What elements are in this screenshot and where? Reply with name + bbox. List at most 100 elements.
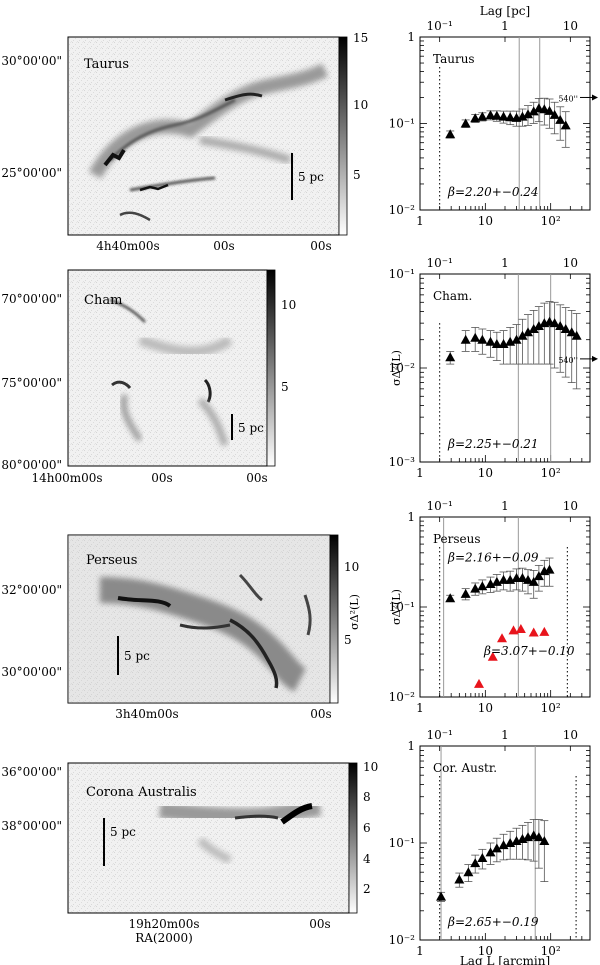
ra-tick-taurus-2: 00s <box>213 239 234 253</box>
data-point <box>528 323 539 333</box>
data-point <box>511 334 522 344</box>
data-point <box>477 334 488 344</box>
beta-label: β=2.25+−0.21 <box>447 437 539 451</box>
data-point <box>528 576 539 586</box>
beta-label-red: β=3.07+−0.10 <box>483 644 575 658</box>
top-tick-label: 1 <box>501 499 509 513</box>
data-point <box>515 623 526 633</box>
dec-tick-cham-1: 70°00'00" <box>1 292 62 306</box>
data-point <box>508 625 519 635</box>
beta-label: β=2.16+−0.09 <box>447 551 539 565</box>
top-tick-label: 10 <box>563 728 578 742</box>
data-point <box>560 323 571 333</box>
data-point <box>533 571 544 581</box>
x-tick-label: 10² <box>541 214 561 228</box>
map-taurus: Taurus 5 pc 30°00'00" 25°00'00" 4h40m00s… <box>1 31 368 253</box>
structure-function-panel-2: 1 10 10² 10⁻¹ 10⁻² 10⁻³ 10⁻¹ 1 10 Cham. β=2.25+−0.… <box>389 256 598 480</box>
data-point <box>539 835 550 845</box>
data-point <box>523 327 534 337</box>
y-tick-label: 10⁻³ <box>389 455 416 469</box>
data-point <box>498 574 509 584</box>
colorbar-tick-perseus-2: 5 <box>344 633 352 647</box>
colorbar-tick-cham-2: 5 <box>281 380 289 394</box>
ra-tick-cora-1: 19h20m00s <box>128 917 199 931</box>
colorbar-taurus <box>338 36 348 236</box>
y-tick-label: 10⁻² <box>389 690 416 704</box>
data-point <box>517 111 528 121</box>
y-tick-label: 1 <box>407 739 415 753</box>
beta-label: β=2.65+−0.19 <box>447 915 539 929</box>
data-point <box>571 330 582 340</box>
dec-tick-taurus-2: 25°00'00" <box>1 166 62 180</box>
x-tick-label: 1 <box>416 466 424 480</box>
data-point <box>528 106 539 116</box>
data-point <box>470 332 481 342</box>
scalebar-label-cora: 5 pc <box>110 825 136 839</box>
y-tick-label: 10⁻² <box>389 203 416 217</box>
data-point <box>539 626 550 636</box>
data-point <box>474 678 485 688</box>
ra-tick-cham-1: 14h00m00s <box>31 471 102 485</box>
dec-tick-perseus-2: 30°00'00" <box>1 665 62 679</box>
x-tick-label: 10² <box>541 466 561 480</box>
data-point <box>445 352 456 362</box>
dec-tick-perseus-1: 32°00'00" <box>1 583 62 597</box>
y-tick-label: 10⁻¹ <box>389 117 415 131</box>
scalebar-label-perseus: 5 pc <box>124 649 150 663</box>
data-point <box>528 627 539 637</box>
data-point <box>549 318 560 328</box>
top-tick-label: 10 <box>563 19 578 33</box>
data-point <box>460 334 471 344</box>
map-name-taurus: Taurus <box>84 57 129 72</box>
x-tick-label: 10² <box>541 944 561 958</box>
data-point <box>566 327 577 337</box>
ra-tick-cora-2: 00s <box>309 917 330 931</box>
cloud-perseus <box>99 573 312 692</box>
colorbar-tick-cora-1: 10 <box>363 760 378 774</box>
x-tick-label: 10 <box>478 466 493 480</box>
structure-function-panel-3: 1 10 10² 1 10⁻¹ 10⁻² 10⁻¹ 1 10 Perseus β=2.16+−0.0… <box>389 499 591 715</box>
panel-label: Taurus <box>433 52 475 66</box>
y-tick-label: 1 <box>407 510 415 524</box>
data-point <box>487 651 498 661</box>
data-point <box>491 110 502 120</box>
ra-tick-perseus-1: 3h40m00s <box>115 707 178 721</box>
dec-tick-cora-1: 36°00'00" <box>1 765 62 779</box>
data-point <box>560 120 571 130</box>
ra-tick-perseus-2: 00s <box>310 707 331 721</box>
x-tick-label: 1 <box>416 214 424 228</box>
data-point <box>436 891 447 901</box>
y-tick-label: 10⁻² <box>389 361 416 375</box>
data-point <box>544 564 555 574</box>
data-point <box>485 847 496 857</box>
data-point <box>463 867 474 877</box>
data-point <box>555 320 566 330</box>
annotation-arrowhead <box>592 355 598 362</box>
map-xlabel-cora: RA(2000) <box>135 931 193 945</box>
data-point <box>460 588 471 598</box>
y-tick-label: 1 <box>407 30 415 44</box>
structure-function-panel-1: 1 10 10² 1 10⁻¹ 10⁻² 10⁻¹ 1 10 Lag [pc] Taurus β=2.… <box>389 4 598 228</box>
cloud-cora <box>159 800 322 864</box>
top-axis-label: Lag [pc] <box>480 4 530 18</box>
panel-label: Perseus <box>433 532 481 546</box>
colorbar-tick-cora-2: 8 <box>363 790 371 804</box>
colorbar-tick-cora-5: 2 <box>363 882 371 896</box>
top-tick-label: 1 <box>501 256 509 270</box>
data-point <box>533 320 544 330</box>
top-tick-label: 10⁻¹ <box>426 256 452 270</box>
x-tick-label: 10 <box>478 214 493 228</box>
data-point <box>460 118 471 128</box>
data-point <box>477 581 488 591</box>
x-tick-label: 10 <box>478 701 493 715</box>
top-tick-label: 10⁻¹ <box>426 728 452 742</box>
dec-tick-cora-2: 38°00'00" <box>1 819 62 833</box>
colorbar-cham <box>266 269 276 467</box>
colorbar-tick-cora-3: 6 <box>363 821 371 835</box>
x-tick-label: 1 <box>416 944 424 958</box>
colorbar-cora <box>348 762 358 914</box>
y-tick-label: 10⁻² <box>389 933 416 947</box>
annotation-label: 540'' <box>558 356 578 365</box>
data-point <box>497 633 508 643</box>
